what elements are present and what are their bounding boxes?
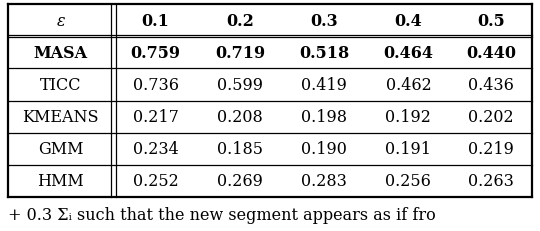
Text: 0.464: 0.464 <box>383 45 434 61</box>
Text: 0.518: 0.518 <box>299 45 349 61</box>
Text: KMEANS: KMEANS <box>23 109 99 125</box>
Text: 0.208: 0.208 <box>217 109 262 125</box>
Text: HMM: HMM <box>37 173 84 190</box>
Text: 0.234: 0.234 <box>133 141 178 158</box>
Text: 0.269: 0.269 <box>217 173 263 190</box>
Text: 0.198: 0.198 <box>301 109 347 125</box>
Text: 0.1: 0.1 <box>141 12 170 30</box>
Text: 0.191: 0.191 <box>386 141 431 158</box>
Text: 0.599: 0.599 <box>217 77 263 94</box>
Text: 0.252: 0.252 <box>133 173 178 190</box>
Text: 0.436: 0.436 <box>468 77 514 94</box>
Text: 0.736: 0.736 <box>132 77 179 94</box>
Text: TICC: TICC <box>40 77 82 94</box>
Text: + 0.3 Σᵢ such that the new segment appears as if fro: + 0.3 Σᵢ such that the new segment appea… <box>8 206 436 222</box>
Text: 0.217: 0.217 <box>133 109 178 125</box>
Text: 0.4: 0.4 <box>395 12 422 30</box>
Text: 0.202: 0.202 <box>469 109 514 125</box>
Text: 0.462: 0.462 <box>386 77 431 94</box>
Text: 0.419: 0.419 <box>301 77 347 94</box>
Text: 0.190: 0.190 <box>301 141 347 158</box>
Text: 0.192: 0.192 <box>386 109 431 125</box>
Text: 0.283: 0.283 <box>301 173 347 190</box>
Text: 0.256: 0.256 <box>386 173 431 190</box>
Text: ε: ε <box>56 12 65 30</box>
Text: 0.759: 0.759 <box>131 45 180 61</box>
Text: 0.5: 0.5 <box>477 12 505 30</box>
Text: GMM: GMM <box>38 141 84 158</box>
Text: 0.263: 0.263 <box>468 173 514 190</box>
Text: MASA: MASA <box>33 45 87 61</box>
Text: 0.219: 0.219 <box>468 141 514 158</box>
Text: 0.185: 0.185 <box>217 141 263 158</box>
Text: 0.440: 0.440 <box>466 45 516 61</box>
Text: 0.3: 0.3 <box>310 12 338 30</box>
Text: 0.2: 0.2 <box>226 12 254 30</box>
Text: 0.719: 0.719 <box>215 45 265 61</box>
